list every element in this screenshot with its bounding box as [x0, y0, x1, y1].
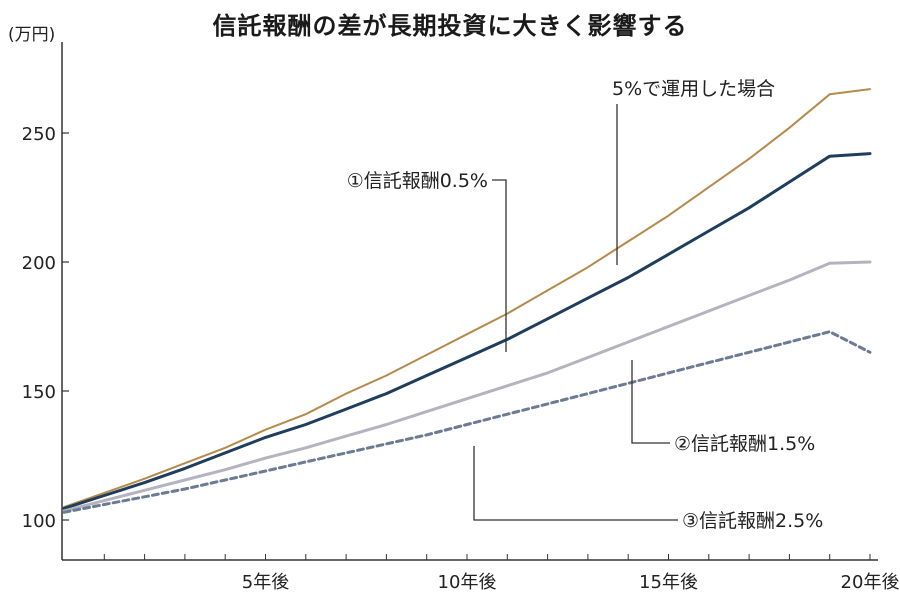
series-line-s15: [62, 260, 872, 513]
y-tick-label: 250: [22, 124, 56, 145]
series-callouts: 5%で運用した場合 ①信託報酬0.5% ②信託報酬1.5% ③信託報酬2.5%: [347, 78, 824, 532]
x-tick-label: 5年後: [242, 572, 289, 593]
series-lines: [62, 88, 872, 514]
tick-labels: 100 150 200 250 5年後 10年後 15年後 20年後: [22, 124, 900, 593]
chart-title: 信託報酬の差が長期投資に大きく影響する: [212, 12, 688, 40]
y-tick-label: 200: [22, 253, 56, 274]
series-label-s05: ①信託報酬0.5%: [347, 170, 488, 192]
x-tick-label: 10年後: [438, 572, 497, 593]
series-label-s25: ③信託報酬2.5%: [682, 510, 823, 532]
callout-leader-s05: [492, 179, 507, 352]
series-label-s15: ②信託報酬1.5%: [674, 433, 815, 455]
series-line-s5: [63, 88, 871, 509]
x-tick-label: 15年後: [639, 572, 698, 593]
series-line-s05: [62, 152, 872, 510]
x-tick-label: 20年後: [841, 572, 900, 593]
axes: [61, 42, 878, 561]
y-tick-label: 100: [22, 511, 56, 532]
y-tick-label: 150: [22, 382, 56, 403]
series-line-s25: [62, 330, 872, 514]
callout-leader-s25: [473, 446, 678, 521]
series-label-s5: 5%で運用した場合: [612, 78, 775, 100]
y-axis-unit-label: (万円): [8, 25, 56, 45]
callout-leader-s15: [631, 360, 670, 444]
